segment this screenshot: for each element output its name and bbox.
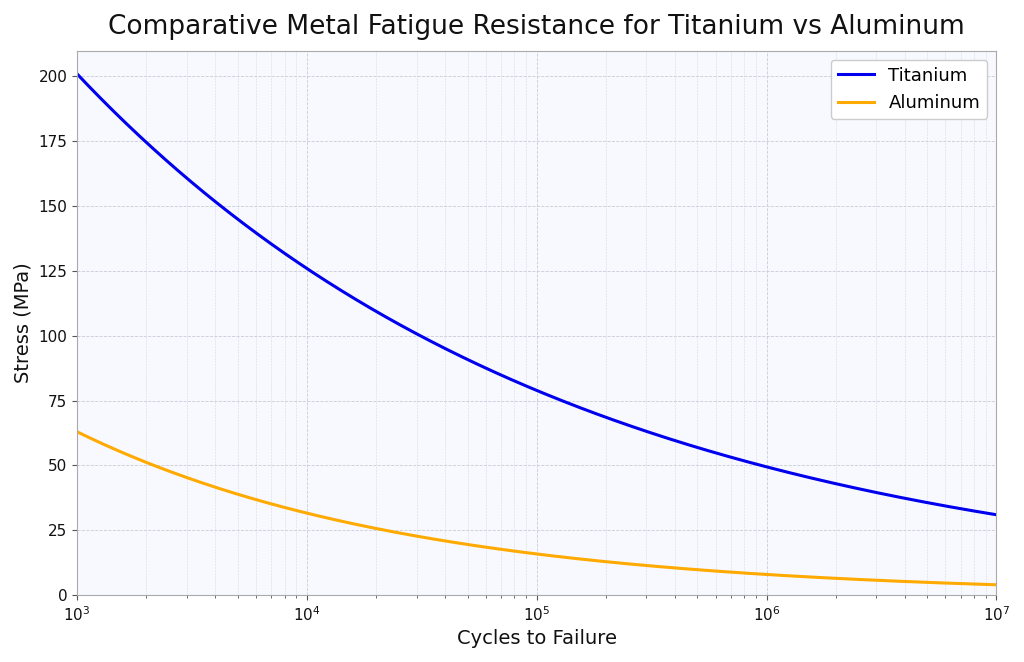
Aluminum — [702, 567, 715, 575]
Titanium — [787, 470, 800, 478]
Titanium — [71, 70, 83, 78]
X-axis label: Cycles to Failure: Cycles to Failure — [457, 629, 616, 648]
Legend: Titanium, Aluminum: Titanium, Aluminum — [830, 60, 987, 119]
Aluminum — [476, 543, 488, 551]
Titanium — [805, 474, 817, 482]
Aluminum — [165, 468, 177, 476]
Y-axis label: Stress (MPa): Stress (MPa) — [14, 262, 33, 383]
Aluminum — [71, 428, 83, 436]
Aluminum — [442, 538, 455, 545]
Titanium — [702, 447, 715, 455]
Titanium — [990, 511, 1002, 519]
Titanium — [442, 346, 455, 354]
Aluminum — [990, 581, 1002, 589]
Titanium — [476, 362, 488, 370]
Aluminum — [787, 572, 800, 580]
Titanium — [165, 160, 177, 168]
Aluminum — [805, 573, 817, 581]
Line: Aluminum: Aluminum — [77, 432, 996, 585]
Line: Titanium: Titanium — [77, 74, 996, 515]
Title: Comparative Metal Fatigue Resistance for Titanium vs Aluminum: Comparative Metal Fatigue Resistance for… — [109, 14, 965, 40]
